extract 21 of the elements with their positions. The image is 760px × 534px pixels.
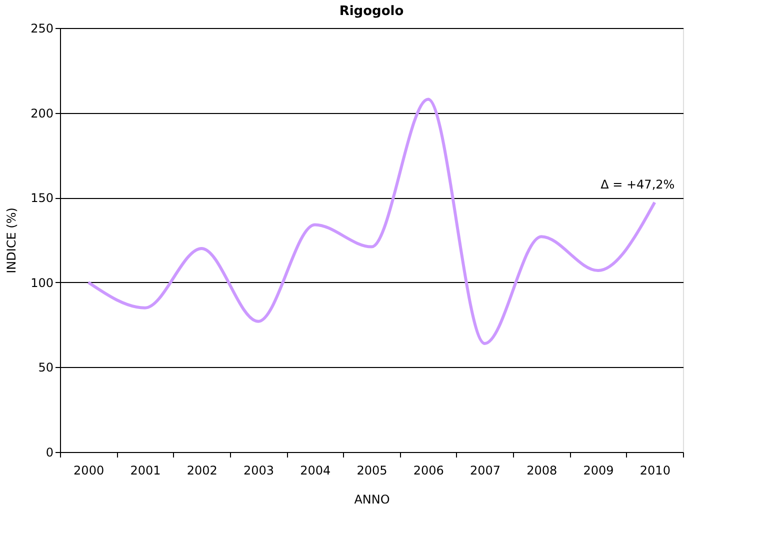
x-tick-label: 2004 xyxy=(300,464,331,478)
x-tick-label: 2007 xyxy=(470,464,501,478)
chart-title: Rigogolo xyxy=(339,4,404,19)
y-tick-label: 250 xyxy=(30,22,54,36)
x-tick-label: 2001 xyxy=(130,464,161,478)
x-axis-title: ANNO xyxy=(354,492,390,506)
y-tick-label: 100 xyxy=(30,276,54,290)
y-axis-title: INDICE (%) xyxy=(4,208,19,274)
x-tick-label: 2000 xyxy=(74,464,104,478)
x-tick-label: 2003 xyxy=(243,464,274,478)
x-tick-label: 2002 xyxy=(186,464,218,478)
y-tick-label: 0 xyxy=(46,446,54,460)
x-tick-label: 2008 xyxy=(526,464,558,478)
x-tick-label: 2010 xyxy=(640,464,670,478)
x-tick-label: 2009 xyxy=(583,464,614,478)
y-tick-label: 150 xyxy=(30,191,54,206)
x-tick-label: 2005 xyxy=(356,464,388,478)
y-tick-label: 200 xyxy=(30,106,54,120)
y-tick-label: 50 xyxy=(38,360,54,375)
x-tick-label: 2006 xyxy=(413,464,444,478)
annotation: Δ = +47,2% xyxy=(600,177,675,192)
